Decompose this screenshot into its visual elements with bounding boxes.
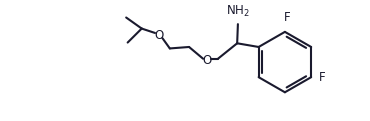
Text: F: F: [283, 11, 290, 24]
Text: NH$_2$: NH$_2$: [226, 4, 250, 19]
Text: F: F: [319, 71, 326, 84]
Text: O: O: [202, 54, 211, 67]
Text: O: O: [154, 29, 163, 42]
